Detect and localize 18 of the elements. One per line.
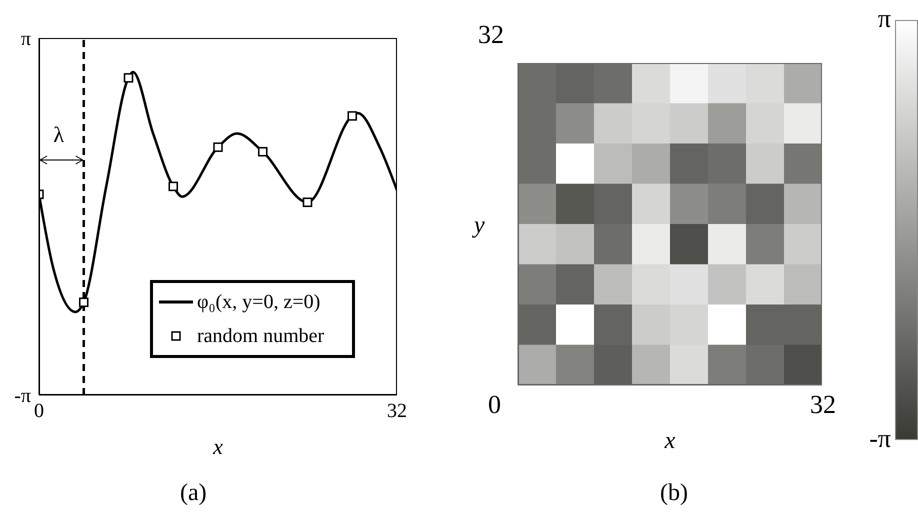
point (213, 142, 223, 152)
y-axis-title: y (472, 212, 485, 239)
x-axis-title: x (664, 428, 676, 454)
legend-label: random number (197, 324, 324, 348)
point (168, 182, 178, 192)
text: 32 (478, 20, 504, 50)
point (124, 73, 134, 83)
legend-label: φ₀(x, y=0, z=0) (197, 290, 320, 314)
point (258, 146, 268, 156)
text: (a) (180, 480, 207, 507)
x-axis-title: x (212, 434, 224, 459)
annotation: λ (53, 122, 64, 148)
color-bar-label: π (878, 4, 891, 34)
point (79, 298, 88, 308)
point (348, 111, 357, 121)
point (302, 198, 312, 208)
text: (b) (660, 480, 688, 507)
color-bar-label: -π (869, 424, 891, 454)
